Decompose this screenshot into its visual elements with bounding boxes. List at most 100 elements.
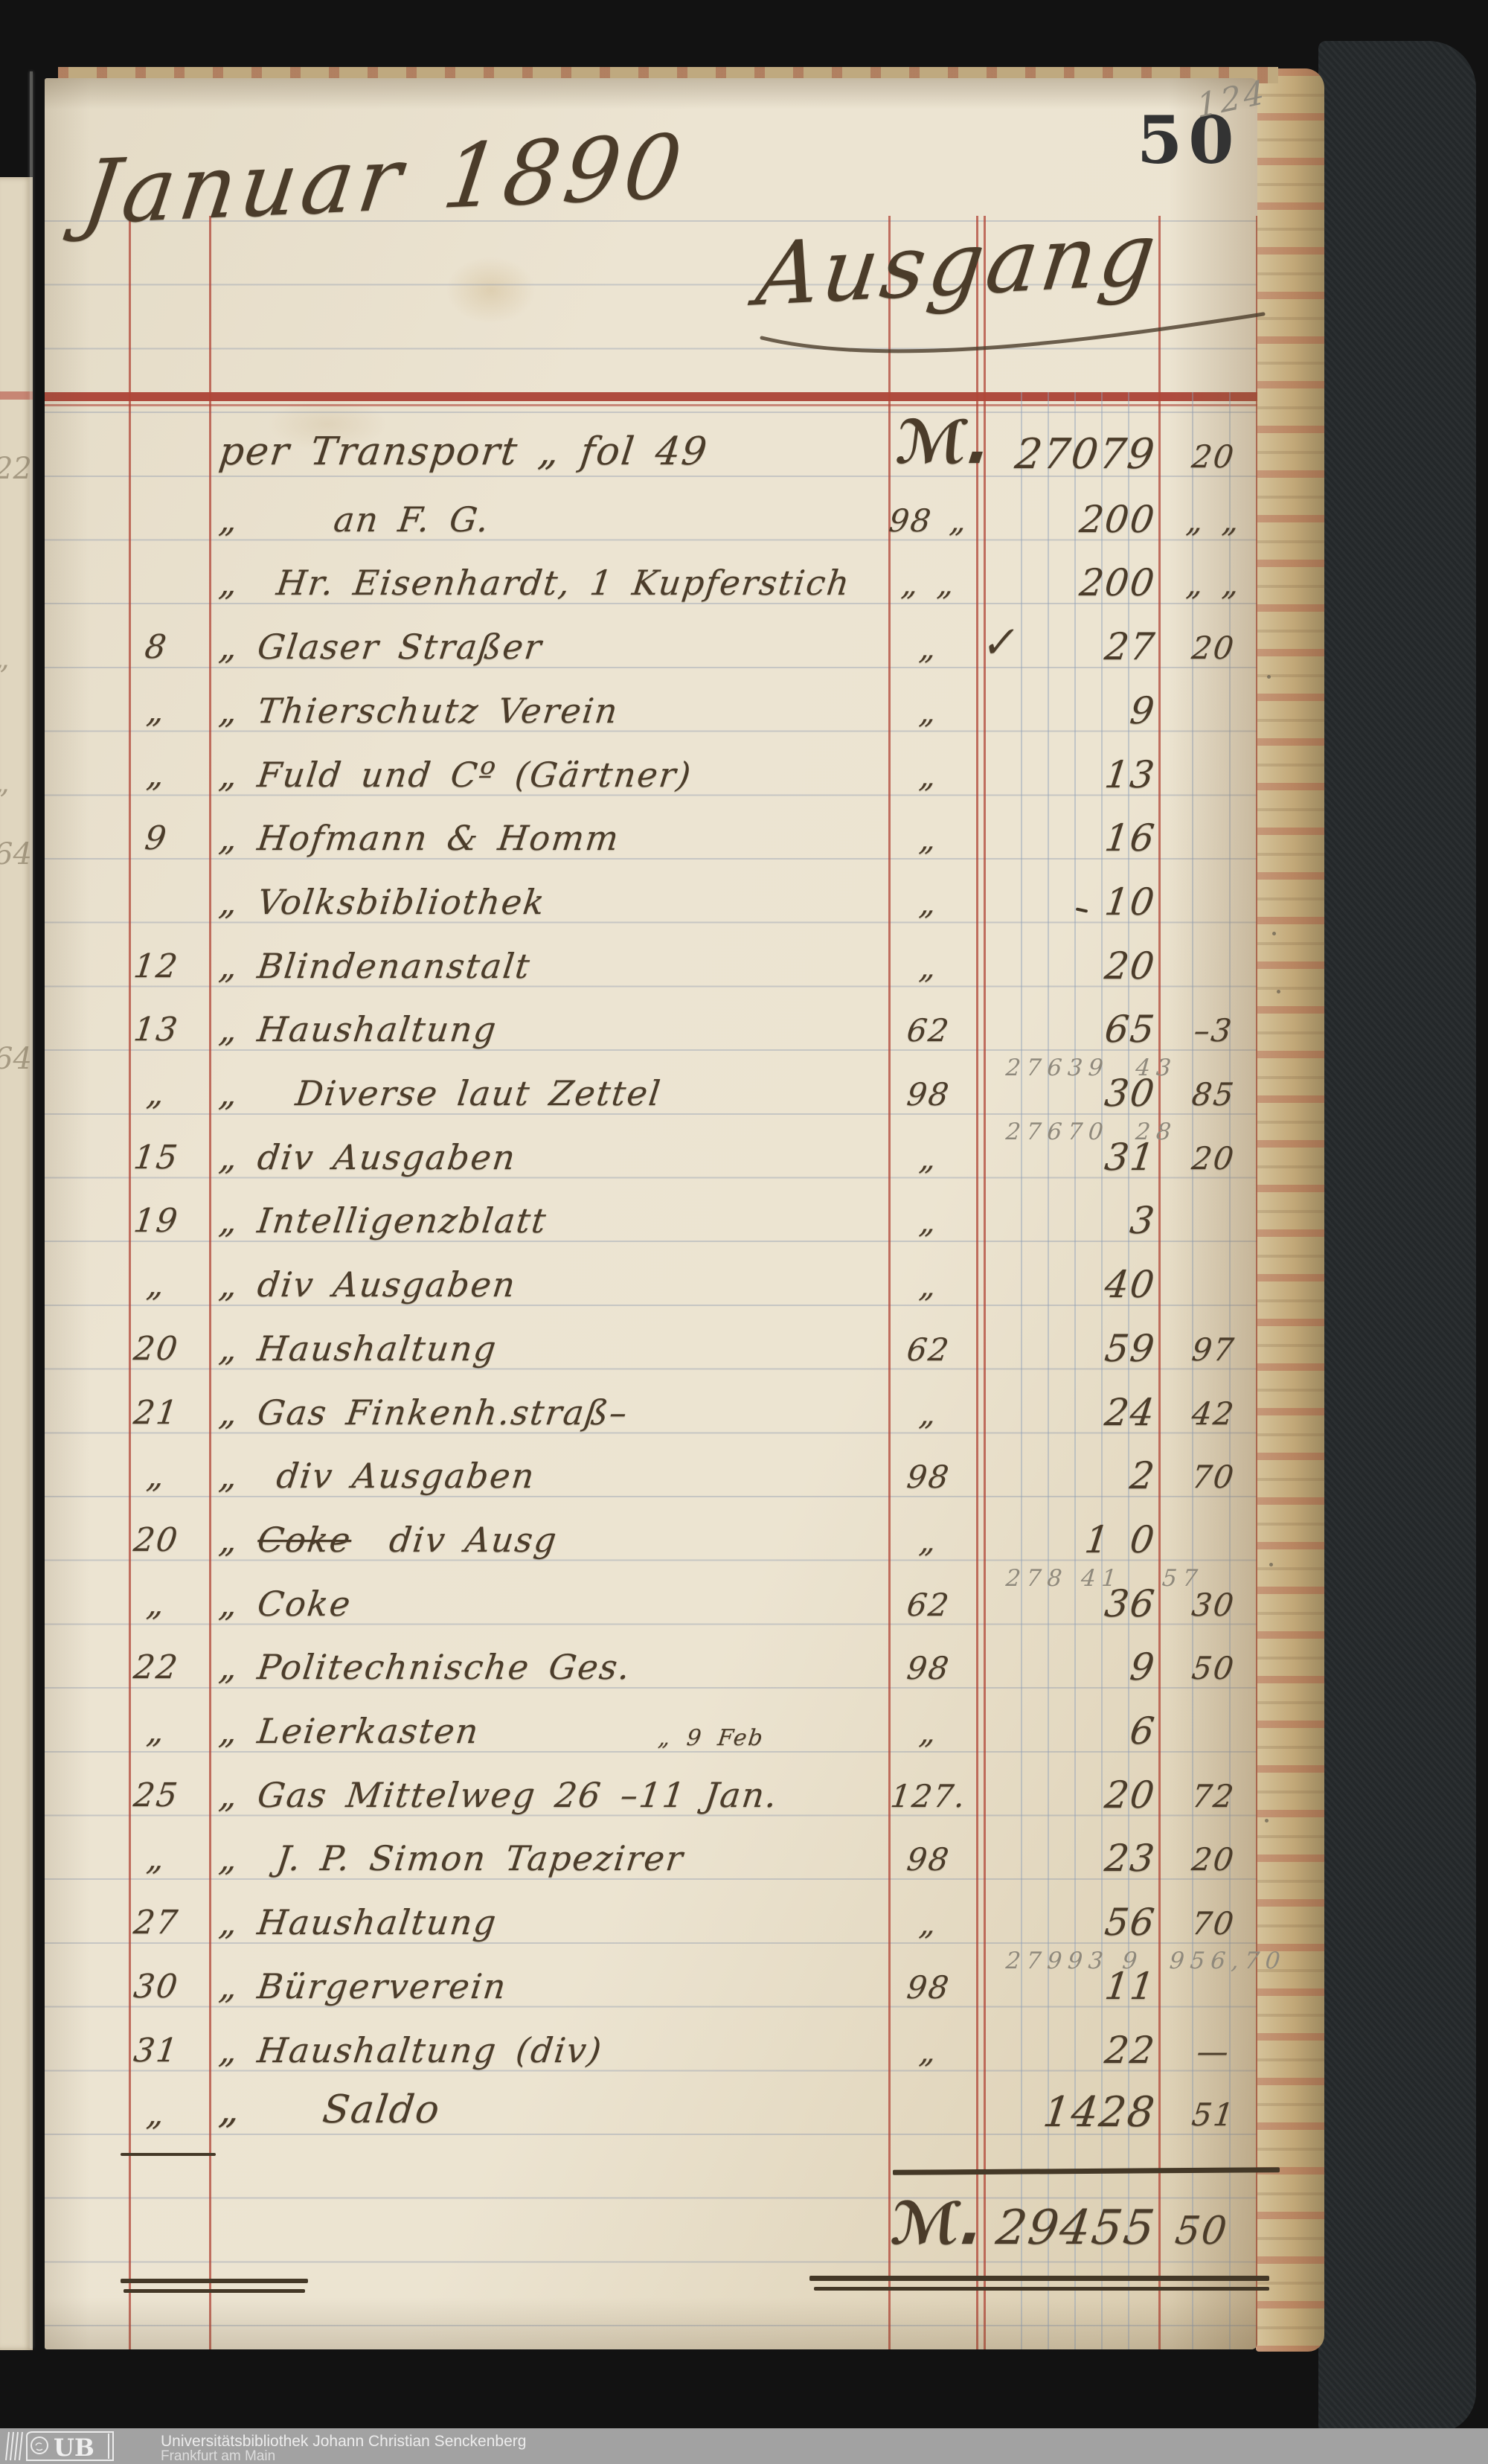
entry-amount-mark: 11 (1102, 1964, 1158, 2008)
entry-date: „ (144, 755, 168, 794)
total-amount-pfennig: 50 (1173, 2209, 1231, 2253)
entry-date: 21 (131, 1393, 182, 1432)
entry-amount-pfennig: 70 (1190, 1459, 1237, 1496)
entry-amount-mark: 40 (1102, 1263, 1158, 1307)
entry-description: „ Gas Mittelweg 26 –11 Jan. (217, 1774, 780, 1815)
pencil-dot (1272, 932, 1276, 935)
entry-date: 20 (131, 1329, 182, 1368)
blue-column-rule (1128, 392, 1129, 2349)
closing-double-rule-left-2 (124, 2289, 305, 2293)
entry-amount-pfennig: „ „ (1184, 502, 1243, 539)
pencil-dot (1277, 990, 1280, 993)
entry-amount-mark: 65 (1102, 1008, 1158, 1052)
entry-description: „ Thierschutz Verein (217, 690, 621, 731)
struck-word: Coke (255, 1519, 354, 1560)
entry-amount-mark: 10 (1102, 880, 1158, 924)
entry-description: „ Gas Finkenh.straß– (217, 1392, 631, 1433)
entry-date: „ (144, 1712, 168, 1750)
entry-amount-pfennig: –3 (1192, 1012, 1235, 1049)
entry-date: 15 (131, 1138, 182, 1177)
entry-date: „ (144, 1457, 168, 1496)
entry-description: „ Politechnische Ges. (217, 1647, 634, 1688)
entry-amount-mark: 200 (1077, 497, 1158, 541)
entry-description: „ Saldo (217, 2087, 443, 2133)
entry-date: 27 (131, 1904, 182, 1942)
entry-amount-mark: 27 (1102, 625, 1158, 669)
pencil-dot (1269, 1563, 1273, 1567)
entry-amount-mark: 2 (1127, 1454, 1158, 1498)
entry-date: 30 (131, 1967, 182, 2006)
entry-description: „ div Ausgaben (217, 1456, 538, 1497)
page-block-fore-edge (1256, 68, 1324, 2352)
entry-amount-mark: 9 (1127, 1645, 1158, 1689)
entry-description: „ Haushaltung (217, 1328, 500, 1369)
entry-description: „ Intelligenzblatt (217, 1200, 550, 1241)
library-city: Frankfurt am Main (161, 2448, 276, 2464)
red-header-rule (45, 392, 1257, 401)
bleedthrough-number: 64 (0, 837, 32, 871)
entry-amount-mark: 16 (1102, 816, 1158, 860)
entry-description: „ Diverse laut Zettel (217, 1073, 664, 1113)
red-column-rule (976, 216, 978, 2349)
entry-amount-pfennig: 20 (1190, 630, 1237, 667)
blue-column-rule (1021, 392, 1022, 2349)
red-column-rule (1158, 216, 1161, 2349)
entry-date: „ (144, 691, 168, 730)
entry-description: „ Volksbibliothek (217, 881, 548, 922)
ub-logo: UB (5, 2431, 114, 2462)
saldo-date-underline (121, 2153, 216, 2157)
entry-date: 20 (131, 1520, 182, 1559)
entry-description: „ Coke (217, 1583, 354, 1624)
entry-amount-mark: 1 0 (1082, 1517, 1158, 1561)
entry-amount-mark: 1428 (1040, 2088, 1159, 2137)
entry-amount-mark: 9 (1127, 688, 1158, 732)
pencil-dot (1267, 675, 1271, 679)
entry-date: „ (144, 2095, 168, 2134)
red-column-rule (888, 216, 891, 2349)
entry-amount-pfennig: 85 (1190, 1076, 1237, 1113)
entry-date: 19 (131, 1202, 182, 1241)
entry-date: 12 (131, 947, 182, 985)
entry-amount-mark: 56 (1102, 1901, 1158, 1945)
entry-amount-mark: 20 (1102, 1773, 1158, 1817)
month-title: Januar 1890 (77, 114, 692, 245)
entry-date: „ (144, 1075, 168, 1113)
bleedthrough-number: „ (0, 768, 10, 798)
red-column-rule (984, 216, 986, 2349)
paper-stain (268, 398, 387, 450)
entry-description: „ Haushaltung (217, 1902, 500, 1943)
entry-amount-mark: 6 (1127, 1709, 1158, 1753)
entry-description: „ J. P. Simon Tapezirer (217, 1838, 687, 1879)
bleedthrough-number: 64 (0, 1042, 32, 1076)
entry-date: „ (144, 1840, 168, 1878)
blue-column-rule (1192, 392, 1193, 2349)
closing-double-rule-left-1 (121, 2279, 308, 2283)
horizontal-ruling (45, 220, 1257, 2347)
entry-description: „ Glaser Straßer (217, 627, 545, 668)
pencil-dot (1265, 1819, 1269, 1823)
entry-amount-pfennig: 20 (1190, 1139, 1237, 1177)
entry-amount-pfennig: 20 (1190, 438, 1237, 475)
entry-amount-mark: 3 (1127, 1199, 1158, 1243)
red-column-rule (1256, 216, 1257, 2349)
total-amount-mark: 29455 (992, 2201, 1159, 2256)
book-cover (1318, 41, 1476, 2433)
entry-superscript-note: „ 9 Feb (656, 1724, 766, 1751)
entry-description: „ Fuld und Cº (Gärtner) (217, 754, 695, 795)
entry-amount-pfennig: 72 (1190, 1777, 1237, 1814)
bleedthrough-number: „ (0, 644, 10, 673)
entry-amount-pfennig: 42 (1190, 1395, 1237, 1432)
entry-amount-pfennig: 20 (1190, 1841, 1237, 1878)
entry-amount-pfennig: 30 (1190, 1586, 1237, 1623)
blue-column-rule (1101, 392, 1103, 2349)
entry-date: 25 (131, 1776, 182, 1814)
film-edge-line (30, 71, 33, 2349)
entry-date: 31 (131, 2031, 182, 2070)
red-column-rule (209, 216, 211, 2349)
entry-amount-mark: 200 (1077, 561, 1158, 605)
entry-description: per Transport „ fol 49 (217, 429, 711, 474)
entry-amount-mark: 59 (1102, 1326, 1158, 1370)
paper-stain (446, 257, 536, 324)
entry-amount-mark: 13 (1102, 752, 1158, 796)
